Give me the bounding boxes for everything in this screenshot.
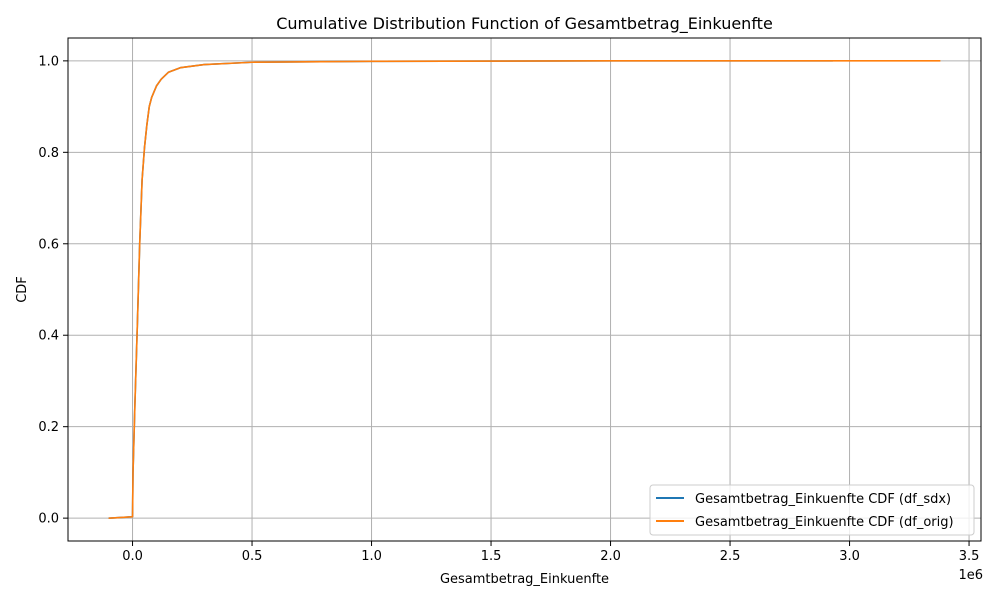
y-axis: 0.0 0.2 0.4 0.6 0.8 1.0 bbox=[38, 54, 68, 527]
grid bbox=[68, 38, 981, 541]
y-tick-label: 0.0 bbox=[38, 512, 59, 527]
x-tick-label: 0.0 bbox=[122, 549, 143, 564]
series-line-df-sdx bbox=[108, 60, 833, 519]
y-axis-label: CDF bbox=[15, 276, 30, 303]
y-tick-label: 0.8 bbox=[38, 146, 59, 161]
legend-label-df-sdx: Gesamtbetrag_Einkuenfte CDF (df_sdx) bbox=[695, 492, 951, 507]
x-tick-label: 1.5 bbox=[481, 549, 502, 564]
x-tick-label: 3.0 bbox=[839, 549, 860, 564]
x-tick-label: 3.5 bbox=[959, 549, 980, 564]
x-tick-label: 1.0 bbox=[361, 549, 382, 564]
x-offset-label: 1e6 bbox=[958, 568, 983, 583]
x-tick-label: 0.5 bbox=[242, 549, 263, 564]
series-lines bbox=[108, 60, 941, 519]
y-tick-label: 0.2 bbox=[38, 420, 59, 435]
x-tick-label: 2.0 bbox=[600, 549, 621, 564]
series-line-df-orig bbox=[108, 60, 941, 519]
y-tick-label: 0.4 bbox=[38, 329, 59, 344]
plot-frame bbox=[67, 37, 982, 542]
legend: Gesamtbetrag_Einkuenfte CDF (df_sdx) Ges… bbox=[649, 484, 975, 536]
chart-title: Cumulative Distribution Function of Gesa… bbox=[276, 14, 773, 34]
legend-box bbox=[649, 484, 975, 536]
y-tick-label: 0.6 bbox=[38, 237, 59, 252]
x-tick-label: 2.5 bbox=[720, 549, 741, 564]
x-axis: 0.0 0.5 1.0 1.5 2.0 2.5 3.0 3.5 bbox=[122, 541, 979, 564]
y-tick-label: 1.0 bbox=[38, 54, 59, 69]
legend-label-df-orig: Gesamtbetrag_Einkuenfte CDF (df_orig) bbox=[695, 515, 954, 530]
x-axis-label: Gesamtbetrag_Einkuenfte bbox=[440, 572, 609, 587]
